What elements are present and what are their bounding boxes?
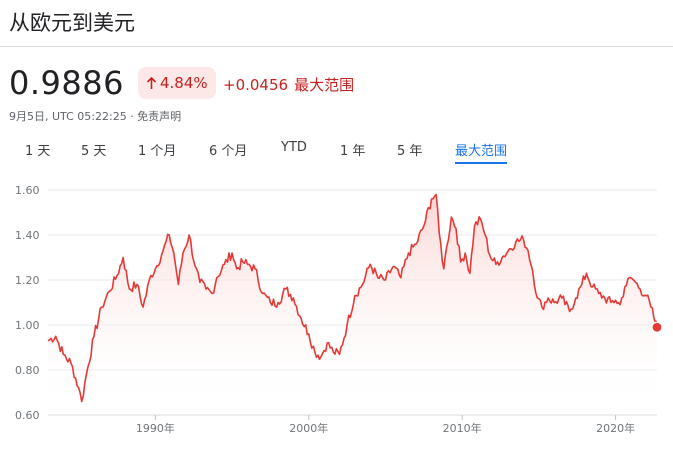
price-chart[interactable]: 1.60 1.40 1.20 1.00 0.80 0.60 1990年 2000年 2010年 2… <box>0 170 673 460</box>
change-percent-badge: 4.84% <box>138 67 216 99</box>
price-line <box>47 193 658 403</box>
y-tick-label: 0.60 <box>15 409 40 422</box>
tab-ytd[interactable]: YTD <box>281 140 307 155</box>
tab-1-month[interactable]: 1 个月 <box>138 144 177 159</box>
tab-1-year[interactable]: 1 年 <box>340 144 366 159</box>
change-percent: 4.84% <box>160 74 208 92</box>
x-tick-label: 1990年 <box>136 421 175 435</box>
current-point-marker <box>651 321 663 333</box>
change-summary: +0.0456 最大范围 <box>223 74 354 95</box>
y-tick-label: 0.80 <box>15 364 40 377</box>
y-tick-label: 1.40 <box>15 229 40 242</box>
page-title: 从欧元到美元 <box>9 11 135 35</box>
x-tick-label: 2010年 <box>443 421 482 435</box>
y-tick-label: 1.60 <box>15 184 40 197</box>
arrow-up-icon <box>146 76 157 89</box>
price-area-fill <box>48 194 657 415</box>
tab-6-months[interactable]: 6 个月 <box>209 144 248 159</box>
tab-5-days[interactable]: 5 天 <box>81 144 107 159</box>
quote-timestamp-disclaimer[interactable]: 9月5日, UTC 05:22:25 · 免责声明 <box>9 110 182 123</box>
change-absolute: +0.0456 <box>223 76 289 94</box>
current-price: 0.9886 <box>9 64 124 102</box>
x-tick-label: 2020年 <box>596 421 635 435</box>
tab-5-years[interactable]: 5 年 <box>397 144 423 159</box>
header-divider <box>0 46 673 47</box>
change-period: 最大范围 <box>294 76 355 94</box>
range-tabs: 1 天 5 天 1 个月 6 个月 YTD 1 年 5 年 最大范围 <box>0 140 673 164</box>
y-tick-label: 1.20 <box>15 274 40 287</box>
tab-1-day[interactable]: 1 天 <box>25 144 51 159</box>
y-tick-label: 1.00 <box>15 319 40 332</box>
x-tick-label: 2000年 <box>289 421 328 435</box>
tab-max-range[interactable]: 最大范围 <box>455 140 508 164</box>
